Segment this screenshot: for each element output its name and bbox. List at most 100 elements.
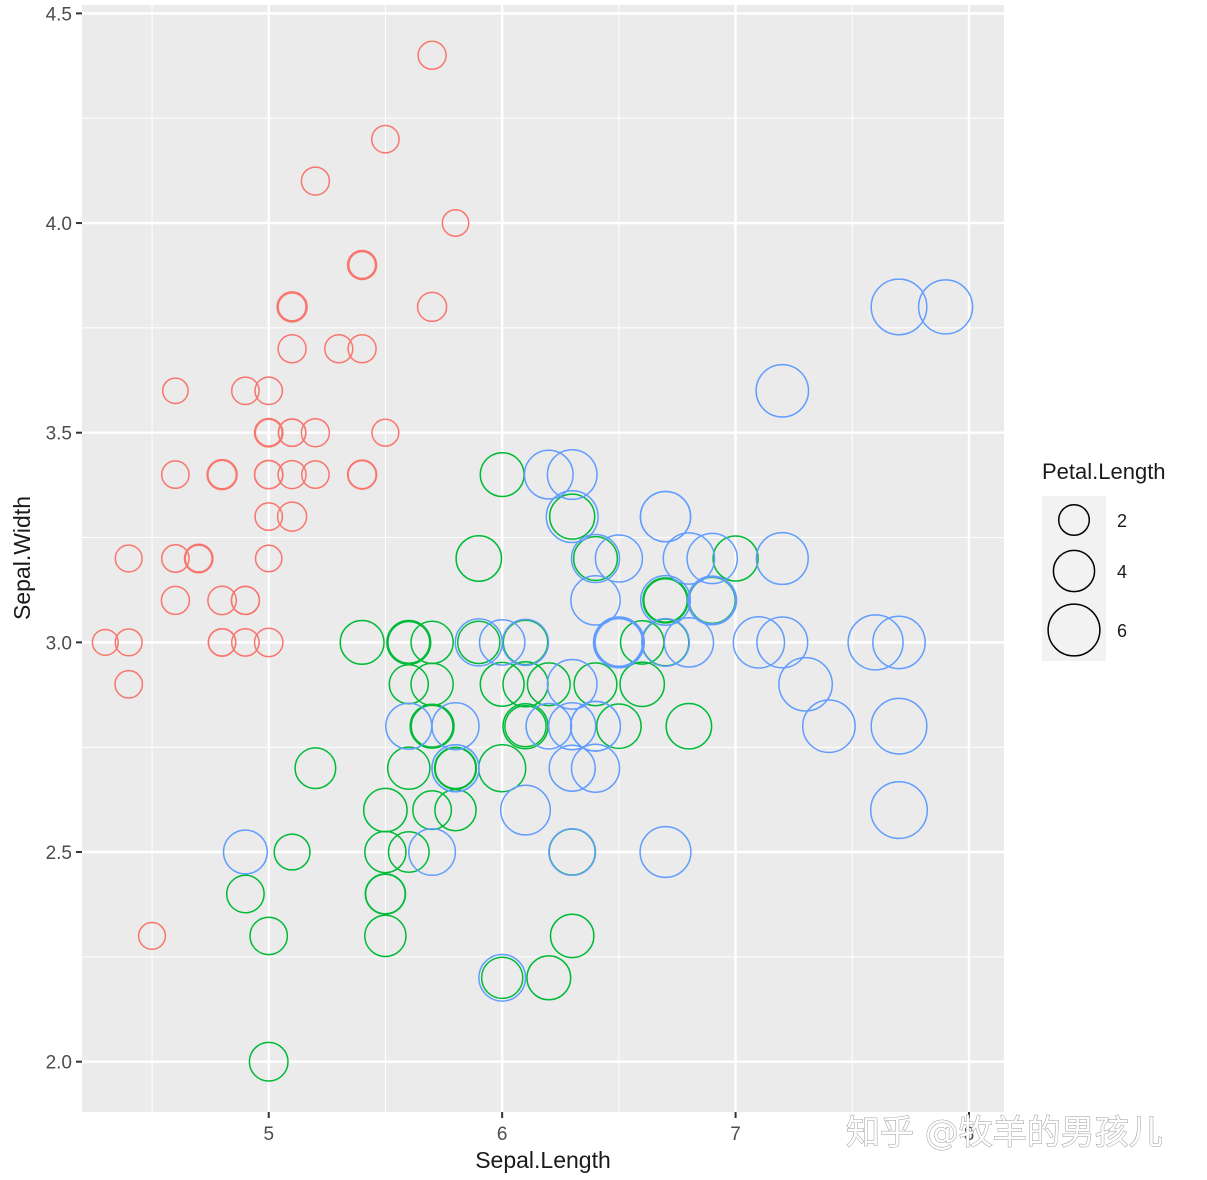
y-axis: 2.0 2.5 3.0 3.5 4.0 4.5 (46, 4, 82, 1074)
data-point-series-3 (640, 617, 691, 667)
legend-key-circle (1057, 503, 1091, 537)
data-point-series-3 (499, 784, 552, 836)
data-point-series-3 (639, 574, 692, 626)
legend-key-circle (1047, 603, 1101, 657)
data-point-series-1 (253, 417, 284, 448)
data-point-series-1 (183, 543, 214, 574)
x-tick-label: 8 (964, 1124, 975, 1145)
data-point-series-1 (370, 124, 400, 154)
legend-key-circle (1052, 549, 1096, 593)
data-point-series-3 (732, 616, 786, 669)
major-grid (82, 5, 1004, 1112)
data-point-series-3 (478, 953, 527, 1002)
data-point-series-1 (253, 459, 284, 490)
data-point-series-2 (273, 833, 311, 871)
legend-title: Petal.Length (1042, 459, 1166, 484)
data-point-series-3 (548, 744, 596, 792)
data-point-series-1 (276, 501, 308, 532)
data-point-series-2 (573, 662, 618, 707)
data-point-series-1 (253, 627, 284, 658)
data-point-series-3 (525, 702, 573, 750)
data-point-series-1 (277, 418, 307, 448)
data-point-series-3 (847, 614, 904, 671)
y-tick-label: 2.0 (46, 1053, 72, 1074)
data-point-series-2 (455, 535, 503, 582)
data-point-series-1 (206, 458, 238, 491)
data-point-series-3 (222, 829, 269, 875)
data-point-series-2 (434, 747, 477, 790)
data-point-series-1 (91, 628, 119, 657)
data-point-series-1 (114, 628, 143, 657)
data-point-series-2 (479, 661, 525, 707)
data-point-series-2 (386, 746, 431, 791)
data-point-series-1 (254, 544, 283, 573)
data-point-series-3 (870, 278, 928, 336)
data-point-series-2 (434, 788, 477, 832)
data-point-series-3 (546, 449, 598, 501)
data-point-series-3 (756, 616, 809, 669)
data-point-series-2 (526, 955, 572, 1001)
data-point-series-2 (619, 661, 666, 708)
data-point-series-1 (254, 418, 283, 447)
data-point-series-2 (480, 956, 524, 1000)
data-point-series-1 (417, 40, 447, 71)
data-point-series-3 (917, 279, 974, 335)
data-point-series-1 (300, 166, 331, 196)
data-point-series-1 (230, 376, 260, 406)
data-point-series-2 (549, 913, 595, 959)
data-point-series-3 (594, 617, 644, 667)
data-point-series-1 (207, 627, 237, 657)
y-tick-label: 3.5 (46, 424, 72, 445)
data-point-series-2 (572, 535, 619, 582)
data-point-series-1 (371, 418, 400, 447)
data-point-series-1 (277, 459, 307, 490)
data-point-series-1 (207, 585, 238, 616)
data-point-series-1 (347, 250, 377, 280)
data-point-series-2 (339, 619, 385, 666)
data-point-series-3 (869, 781, 929, 840)
data-points (91, 40, 974, 1082)
legend-key-label: 2 (1117, 511, 1127, 531)
y-tick-label: 4.5 (46, 4, 72, 25)
data-point-series-3 (570, 575, 621, 626)
data-point-series-2 (364, 873, 406, 915)
y-tick-label: 4.0 (46, 214, 72, 235)
data-point-series-3 (870, 697, 928, 755)
data-point-series-1 (300, 460, 330, 490)
data-point-series-1 (277, 334, 307, 364)
data-point-series-2 (595, 703, 642, 750)
data-point-series-1 (160, 585, 191, 616)
data-point-series-3 (478, 618, 526, 666)
data-point-series-1 (254, 376, 284, 406)
data-point-series-3 (872, 615, 926, 670)
data-point-series-3 (570, 533, 621, 584)
x-axis-title: Sepal.Length (475, 1147, 611, 1173)
data-point-series-1 (184, 544, 213, 573)
panel-background (82, 5, 1004, 1112)
data-point-series-3 (592, 616, 646, 669)
data-point-series-3 (431, 743, 480, 793)
data-point-series-3 (686, 532, 739, 585)
data-point-series-3 (639, 825, 692, 879)
data-point-series-2 (410, 704, 454, 748)
x-tick-label: 5 (263, 1124, 274, 1145)
x-axis: 5 6 7 8 (263, 1112, 974, 1145)
data-point-series-1 (114, 544, 143, 573)
data-point-series-3 (639, 490, 692, 543)
legend-key-label: 4 (1117, 562, 1127, 582)
data-point-series-3 (687, 575, 738, 626)
y-tick-label: 2.5 (46, 843, 72, 864)
data-point-series-3 (547, 701, 597, 751)
data-point-series-3 (408, 827, 457, 877)
data-point-series-3 (801, 699, 856, 754)
data-point-series-1 (347, 459, 377, 490)
data-point-series-1 (230, 627, 260, 657)
data-point-series-2 (248, 1041, 289, 1082)
data-point-series-3 (454, 618, 504, 667)
data-point-series-1 (347, 334, 377, 364)
data-point-series-2 (548, 493, 596, 540)
data-point-series-1 (276, 291, 308, 323)
data-point-series-3 (662, 532, 716, 585)
data-point-series-3 (755, 531, 809, 586)
data-point-series-1 (160, 544, 190, 573)
